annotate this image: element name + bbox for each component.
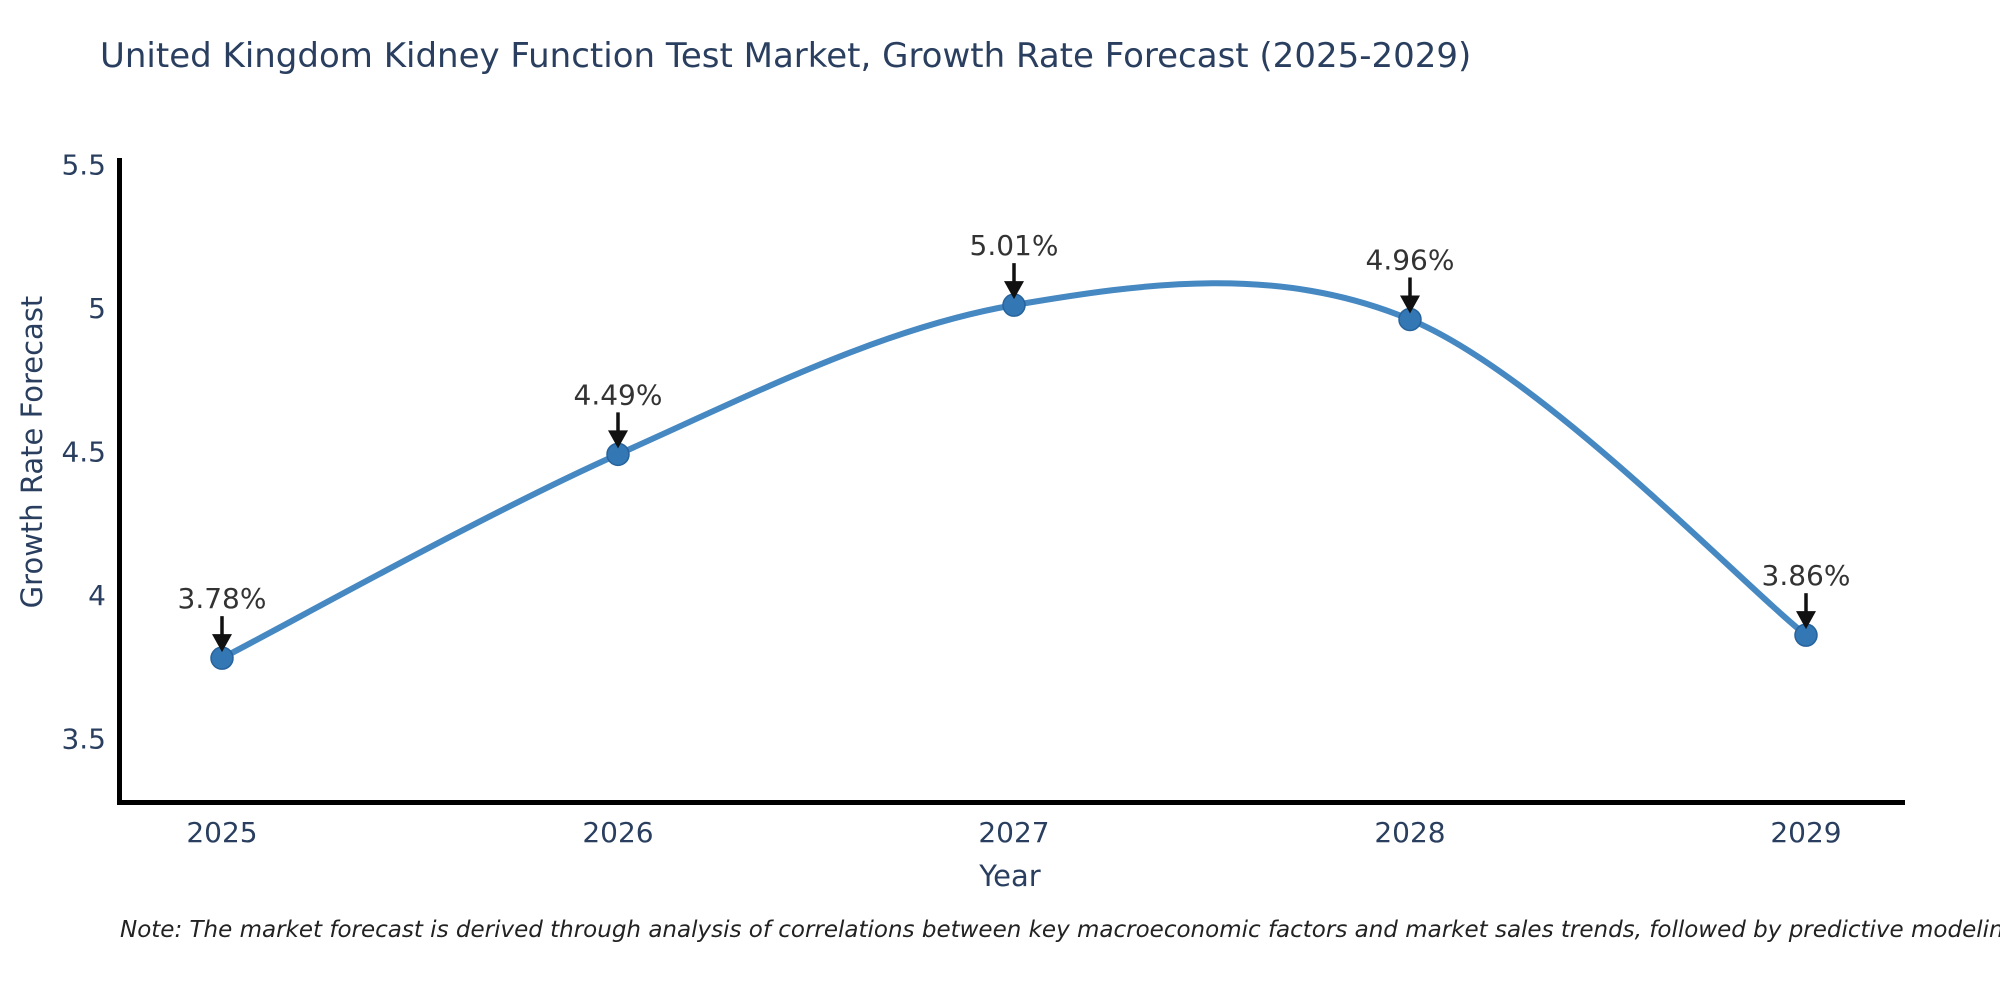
chart-title: United Kingdom Kidney Function Test Mark…	[100, 36, 1472, 76]
x-tick-label: 2028	[1374, 816, 1445, 849]
x-axis-line	[117, 800, 1905, 805]
x-tick-label: 2025	[186, 816, 257, 849]
x-tick-label: 2026	[582, 816, 653, 849]
annotation-label: 3.78%	[178, 582, 267, 615]
y-axis-line	[117, 158, 122, 805]
annotation-label: 5.01%	[970, 229, 1059, 262]
x-axis-title: Year	[979, 859, 1041, 893]
footnote: Note: The market forecast is derived thr…	[120, 917, 2000, 943]
y-tick-label: 5	[88, 292, 106, 325]
annotation-arrow-head	[608, 430, 628, 449]
trend-line	[219, 280, 1809, 662]
annotation-label: 4.96%	[1366, 243, 1455, 276]
x-tick-label: 2029	[1770, 816, 1841, 849]
annotation-arrow-head	[1796, 611, 1816, 630]
y-axis-title: Growth Rate Forecast	[15, 295, 49, 609]
annotation-arrow-head	[1400, 295, 1420, 314]
y-tick-label: 3.5	[61, 723, 106, 756]
annotation-arrow-head	[1004, 281, 1024, 300]
y-tick-label: 4.5	[61, 436, 106, 469]
y-tick-label: 4	[88, 579, 106, 612]
y-tick-label: 5.5	[61, 149, 106, 182]
annotation-label: 3.86%	[1762, 559, 1851, 592]
annotation-arrow-head	[212, 634, 232, 653]
annotation-label: 4.49%	[574, 378, 663, 411]
x-tick-label: 2027	[978, 816, 1049, 849]
